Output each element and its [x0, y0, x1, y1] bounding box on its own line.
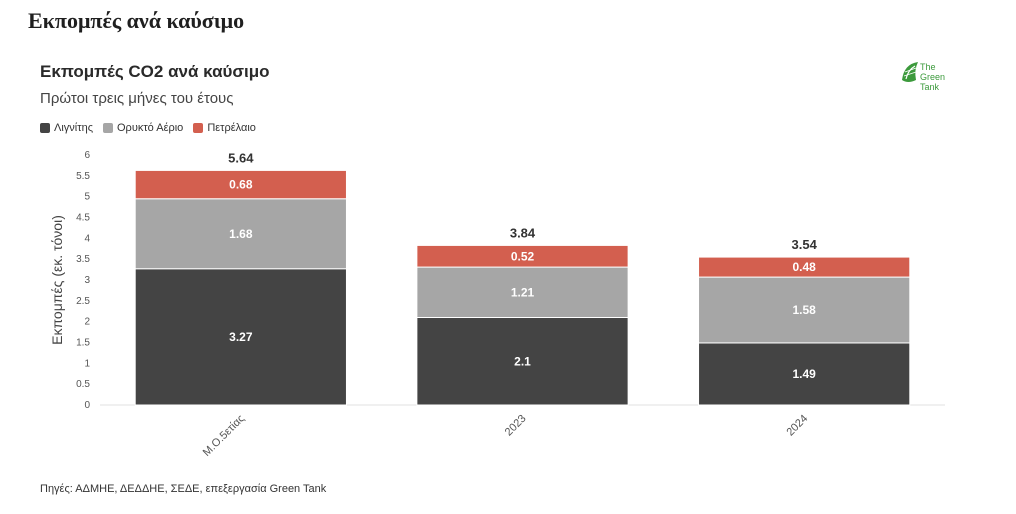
data-label-oil: 0.68 — [229, 178, 253, 192]
bar-segment-natural-gas[interactable] — [416, 266, 629, 319]
source-note: Πηγές: ΑΔΜΗΕ, ΔΕΔΔΗΕ, ΣΕΔΕ, επεξεργασία … — [40, 483, 327, 495]
data-label-oil: 0.48 — [792, 260, 816, 274]
bar-segment-oil[interactable] — [698, 256, 911, 278]
bar-segment-lignite[interactable] — [416, 317, 629, 406]
y-tick-label: 5 — [84, 192, 90, 203]
data-label-natural-gas: 1.68 — [229, 227, 253, 241]
y-tick-label: 3 — [84, 275, 90, 286]
y-tick-label: 2 — [84, 317, 90, 328]
x-axis: Μ.Ο.5ετίας 2023 2024 — [201, 413, 811, 459]
legend-item-oil[interactable]: Πετρέλαιο — [193, 122, 256, 134]
page-title: Εκπομπές ανά καύσιμο — [28, 8, 245, 33]
bar-segment-oil[interactable] — [134, 169, 347, 200]
logo-text-tank: Tank — [920, 82, 940, 92]
legend-swatch-oil — [193, 123, 204, 133]
legend-label-oil: Πετρέλαιο — [207, 122, 256, 134]
legend-swatch-lignite — [40, 123, 50, 133]
total-label: 5.64 — [228, 150, 254, 165]
y-tick-label: 3.5 — [76, 254, 90, 265]
y-tick-label: 0 — [84, 400, 90, 411]
y-tick-label: 5.5 — [76, 171, 90, 182]
legend-item-natural-gas[interactable]: Ορυκτό Αέριο — [103, 122, 183, 134]
x-tick-label: Μ.Ο.5ετίας — [201, 413, 247, 459]
data-label-natural-gas: 1.21 — [511, 285, 535, 299]
x-tick-label: 2024 — [784, 413, 810, 439]
y-tick-label: 1.5 — [76, 338, 90, 349]
logo-text-the: The — [920, 62, 936, 72]
total-label: 3.84 — [510, 225, 536, 240]
y-tick-label: 2.5 — [76, 296, 90, 307]
green-tank-logo: The Green Tank — [902, 62, 945, 92]
y-tick-label: 1 — [84, 358, 90, 369]
chart-subtitle: Πρώτοι τρεις μήνες του έτους — [40, 90, 234, 107]
data-label-lignite: 3.27 — [229, 330, 253, 344]
data-label-natural-gas: 1.58 — [792, 303, 816, 317]
chart-legend: Λιγνίτης Ορυκτό Αέριο Πετρέλαιο — [40, 122, 256, 134]
y-tick-label: 4 — [84, 233, 90, 244]
y-axis-label: Εκπομπές (εκ. τόνοι) — [49, 215, 65, 345]
bar-segment-lignite[interactable] — [134, 268, 347, 406]
y-tick-label: 6 — [84, 150, 90, 161]
logo-text-green: Green — [920, 72, 945, 82]
y-tick-label: 0.5 — [76, 379, 90, 390]
bar-segment-oil[interactable] — [416, 244, 629, 268]
y-tick-label: 4.5 — [76, 213, 90, 224]
bars-group: 3.27 1.68 0.68 5.64 2.1 1.21 0.52 3.84 1.49 1.58 0… — [134, 150, 911, 406]
legend-label-natural-gas: Ορυκτό Αέριο — [117, 122, 184, 134]
logo-leaf-icon — [902, 62, 918, 82]
legend-swatch-natural-gas — [103, 123, 113, 133]
bar-segment-natural-gas[interactable] — [134, 198, 347, 270]
data-label-lignite: 2.1 — [514, 354, 531, 368]
x-tick-label: 2023 — [503, 413, 529, 439]
bar-segment-lignite[interactable] — [698, 342, 911, 406]
data-label-oil: 0.52 — [511, 249, 535, 263]
bar-segment-natural-gas[interactable] — [698, 276, 911, 344]
legend-label-lignite: Λιγνίτης — [54, 122, 93, 134]
legend-item-lignite[interactable]: Λιγνίτης — [40, 122, 93, 134]
chart-title: Εκπομπές CO2 ανά καύσιμο — [40, 62, 270, 81]
data-label-lignite: 1.49 — [792, 367, 816, 381]
total-label: 3.54 — [792, 237, 818, 252]
